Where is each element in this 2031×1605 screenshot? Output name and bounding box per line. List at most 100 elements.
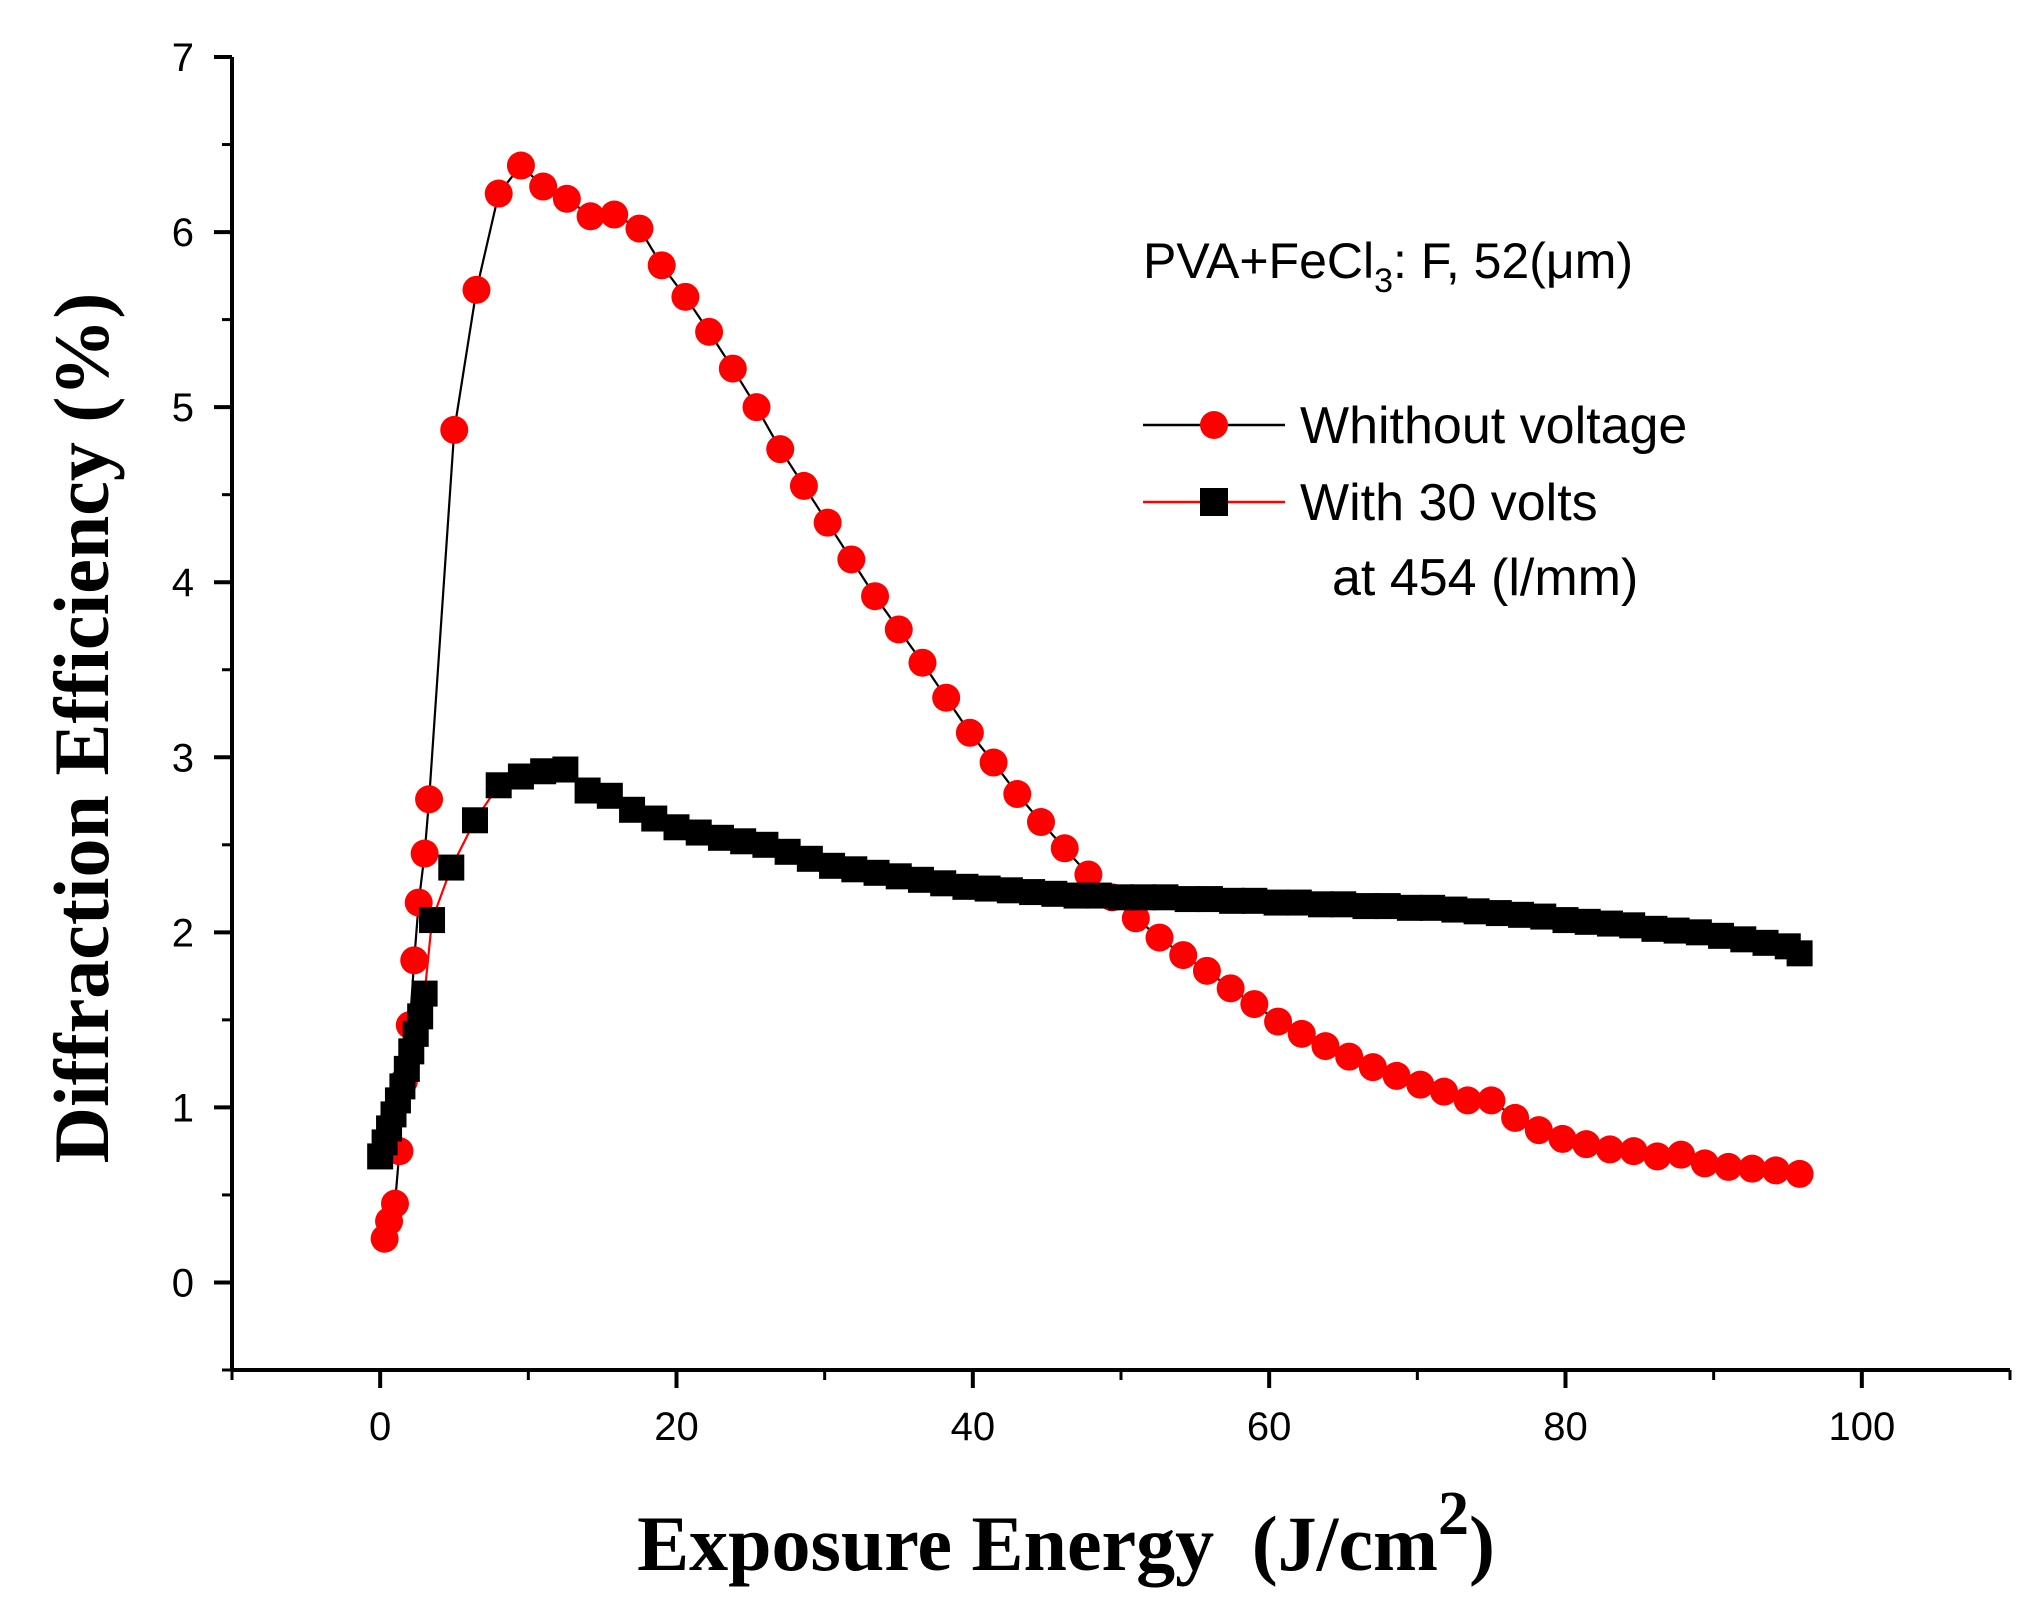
data-point xyxy=(1785,1159,1814,1188)
y-tick-label-2: 2 xyxy=(172,911,194,955)
data-point xyxy=(1330,891,1357,918)
y-tick-label-7: 7 xyxy=(172,36,194,80)
y-tick-label-4: 4 xyxy=(172,561,194,605)
x-axis-title-units: (J/cm xyxy=(1252,1500,1438,1587)
x-axis-title-exp: 2 xyxy=(1438,1480,1469,1548)
axes: 0 1 2 3 4 5 6 7 0 20 40 60 80 100 xyxy=(172,36,2012,1449)
data-point xyxy=(1311,1032,1340,1061)
data-point xyxy=(752,831,779,858)
y-tick-label-6: 6 xyxy=(172,211,194,255)
data-point xyxy=(647,251,676,280)
data-point xyxy=(552,756,579,783)
data-point xyxy=(1219,887,1246,914)
data-point xyxy=(730,828,757,855)
data-point xyxy=(1738,1154,1767,1183)
data-point xyxy=(1216,974,1245,1003)
data-point xyxy=(996,877,1023,904)
data-point xyxy=(1121,904,1150,933)
data-point xyxy=(1145,923,1174,952)
y-tick-label-0: 0 xyxy=(172,1261,194,1305)
data-point xyxy=(796,845,823,872)
data-point xyxy=(1026,808,1055,837)
data-point xyxy=(1241,887,1268,914)
data-point xyxy=(1308,891,1335,918)
data-point xyxy=(438,854,465,881)
data-point xyxy=(407,1003,434,1030)
data-point xyxy=(1690,1149,1719,1178)
annotation-prefix: PVA+FeCl xyxy=(1143,233,1374,289)
data-point xyxy=(619,796,646,823)
data-point xyxy=(506,151,535,180)
data-point xyxy=(1063,882,1090,909)
data-point xyxy=(600,200,629,229)
data-point xyxy=(671,282,700,311)
data-point xyxy=(974,875,1001,902)
data-point xyxy=(1130,884,1157,911)
legend-marker-without-voltage xyxy=(1200,411,1228,439)
data-point xyxy=(1419,894,1446,921)
data-point xyxy=(552,184,581,213)
x-tick-label-100: 100 xyxy=(1828,1405,1895,1449)
data-point xyxy=(1596,910,1623,937)
annotation-subscript: 3 xyxy=(1374,262,1393,300)
x-tick-label-0: 0 xyxy=(369,1405,391,1449)
x-ticks: 0 20 40 60 80 100 xyxy=(230,1370,2012,1449)
data-point xyxy=(380,1189,409,1218)
data-point xyxy=(885,863,912,890)
y-axis-title: Diffraction Efficiency (%) xyxy=(38,293,125,1164)
data-point xyxy=(1374,893,1401,920)
x-axis-title-close: ) xyxy=(1469,1500,1495,1587)
data-point xyxy=(641,805,668,832)
data-point xyxy=(707,824,734,851)
annotation-unit-end: m) xyxy=(1575,233,1633,289)
data-point xyxy=(1574,908,1601,935)
data-point xyxy=(685,819,712,846)
data-point xyxy=(774,838,801,865)
data-point xyxy=(695,317,724,346)
data-point xyxy=(742,393,771,422)
data-point xyxy=(440,415,469,444)
data-point xyxy=(1641,915,1668,942)
plot-lines xyxy=(379,163,1801,1239)
data-point xyxy=(1169,941,1198,970)
data-point xyxy=(979,748,1008,777)
annotation-suffix: : F, 52( xyxy=(1393,233,1546,289)
data-point xyxy=(837,545,866,574)
data-point xyxy=(596,782,623,809)
data-point xyxy=(907,866,934,893)
data-point xyxy=(1174,886,1201,913)
y-ticks: 0 1 2 3 4 5 6 7 xyxy=(172,36,232,1372)
data-point xyxy=(813,508,842,537)
data-point xyxy=(1352,893,1379,920)
data-point xyxy=(485,772,512,799)
legend-label-without-voltage: Whithout voltage xyxy=(1300,397,1687,455)
series-markers-1 xyxy=(367,756,1813,1170)
series-line-1 xyxy=(379,768,1801,1157)
data-point xyxy=(718,354,747,383)
data-point xyxy=(529,172,558,201)
series-line-0 xyxy=(383,163,1800,1239)
data-point xyxy=(1477,1086,1506,1115)
data-point xyxy=(1382,1061,1411,1090)
x-axis-title: Exposure Energy (J/cm2) xyxy=(637,1480,1495,1587)
data-point xyxy=(484,179,513,208)
data-point xyxy=(819,852,846,879)
data-point xyxy=(1192,956,1221,985)
data-point xyxy=(415,785,444,814)
data-point xyxy=(1552,907,1579,934)
data-point xyxy=(1524,1116,1553,1145)
y-tick-label-5: 5 xyxy=(172,386,194,430)
data-point xyxy=(1287,1019,1316,1048)
y-tick-label-1: 1 xyxy=(172,1086,194,1130)
data-point xyxy=(1730,926,1757,953)
data-point xyxy=(1643,1142,1672,1171)
annotation-mu: μ xyxy=(1546,233,1575,289)
data-point xyxy=(410,839,439,868)
data-point xyxy=(952,873,979,900)
data-point xyxy=(1663,917,1690,944)
data-point xyxy=(419,907,446,934)
data-point xyxy=(1619,1137,1648,1166)
data-point xyxy=(507,763,534,790)
data-point xyxy=(625,214,654,243)
data-point xyxy=(1396,894,1423,921)
